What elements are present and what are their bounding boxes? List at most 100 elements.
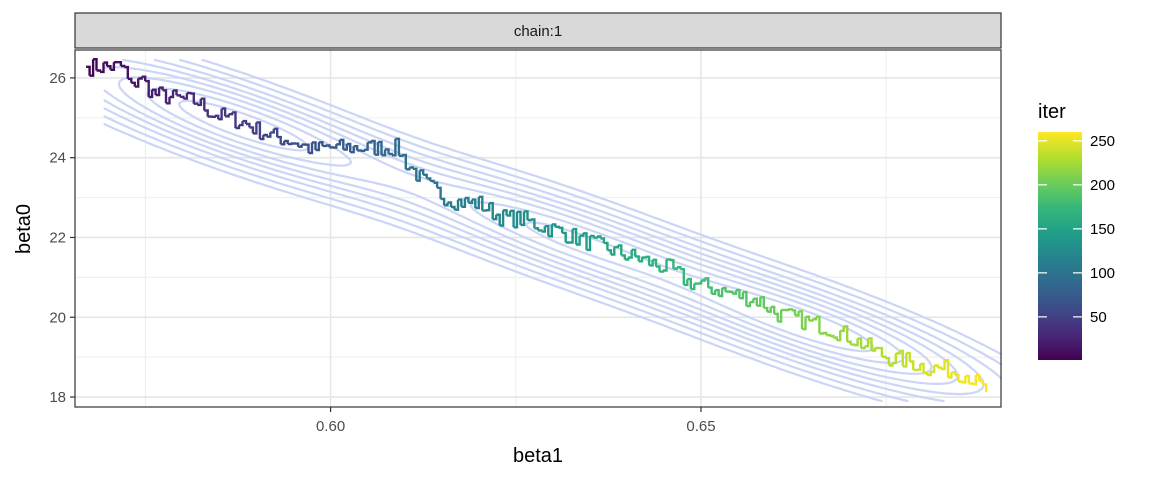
trace-step xyxy=(173,89,178,96)
trace-step xyxy=(739,292,745,300)
trace-step xyxy=(687,277,692,290)
trace-step xyxy=(506,210,512,217)
trace-step xyxy=(239,121,244,127)
trace-step xyxy=(544,225,550,237)
y-tick-label: 22 xyxy=(49,229,66,246)
trace-step xyxy=(826,334,831,337)
trace-step xyxy=(190,92,195,104)
trace-step xyxy=(273,127,279,138)
trace-step xyxy=(802,316,807,331)
trace-step xyxy=(840,326,845,332)
trace-step xyxy=(909,360,915,370)
trace-step xyxy=(440,197,446,206)
trace-step xyxy=(204,109,209,117)
density-contour-line xyxy=(103,58,1003,403)
trace-step xyxy=(774,312,779,322)
trace-step xyxy=(350,146,355,154)
trace-step xyxy=(683,279,689,287)
trace-step xyxy=(489,201,494,220)
colorbar-label: 200 xyxy=(1090,177,1115,194)
trace-step xyxy=(252,122,258,135)
trace-step xyxy=(162,89,168,104)
trace-step xyxy=(784,308,790,312)
trace-step xyxy=(600,237,606,243)
trace-step xyxy=(100,62,105,74)
trace-step xyxy=(183,93,189,100)
trace-step xyxy=(315,142,321,152)
trace-step xyxy=(385,148,390,154)
trace-step xyxy=(96,69,102,72)
trace-step xyxy=(968,382,974,385)
trace-step xyxy=(631,248,637,257)
trace-step xyxy=(652,258,658,267)
trace-step xyxy=(836,330,842,342)
y-tick-label: 18 xyxy=(49,389,66,406)
trace-step xyxy=(857,337,863,349)
trace-step xyxy=(586,236,592,252)
trace-step xyxy=(127,77,133,83)
trace-step xyxy=(656,265,661,272)
trace-step xyxy=(770,305,776,314)
trace-step xyxy=(593,236,599,239)
trace-step xyxy=(346,142,352,153)
trace-step xyxy=(277,135,282,145)
trace-step xyxy=(864,338,870,348)
trace-step xyxy=(475,196,480,210)
trace-step xyxy=(941,360,946,371)
trace-step xyxy=(447,201,453,207)
trace-step xyxy=(339,138,345,150)
trace-step xyxy=(145,79,150,97)
trace-step xyxy=(86,65,91,76)
trace-step xyxy=(718,288,724,298)
trace-step xyxy=(736,288,741,299)
y-tick-label: 24 xyxy=(49,150,66,167)
trace-step xyxy=(798,310,804,329)
trace-step xyxy=(558,226,564,233)
trace-step xyxy=(669,258,675,269)
trace-step xyxy=(537,229,543,232)
mcmc-trace xyxy=(86,58,988,393)
trace-step xyxy=(815,315,821,334)
trace-step xyxy=(517,210,522,225)
trace-step xyxy=(746,302,752,308)
trace-step xyxy=(961,376,967,384)
trace-step xyxy=(972,375,977,386)
trace-step xyxy=(120,64,126,68)
trace-step xyxy=(795,311,800,317)
trace-step xyxy=(808,319,814,322)
trace-step xyxy=(312,141,317,150)
x-axis-title: beta1 xyxy=(513,445,563,467)
trace-step xyxy=(166,97,171,105)
trace-step xyxy=(930,365,936,374)
trace-step xyxy=(464,196,470,203)
trace-step xyxy=(791,309,797,316)
trace-step xyxy=(756,297,762,307)
trace-step xyxy=(141,75,147,82)
trace-step xyxy=(503,209,508,216)
trace-step xyxy=(763,306,769,312)
trace-step xyxy=(742,290,748,307)
colorbar-label: 100 xyxy=(1090,265,1115,282)
trace-step xyxy=(169,90,175,99)
trace-step xyxy=(659,270,665,273)
trace-step xyxy=(416,170,421,182)
trace-step xyxy=(499,210,505,227)
facet-strip-label: chain:1 xyxy=(514,23,562,40)
trace-step xyxy=(378,140,383,156)
trace-step xyxy=(155,87,161,97)
trace-step xyxy=(569,229,574,244)
trace-step xyxy=(409,166,414,169)
trace-step xyxy=(645,255,651,266)
trace-step xyxy=(148,89,154,99)
trace-step xyxy=(124,65,129,79)
trace-step xyxy=(892,353,897,365)
trace-step xyxy=(211,115,216,118)
trace-step xyxy=(419,169,425,175)
trace-step xyxy=(638,257,644,263)
colorbar-legend: iter 50 100 150 200 250 xyxy=(1038,101,1115,360)
trace-step xyxy=(715,288,720,297)
trace-step xyxy=(513,211,519,229)
trace-step xyxy=(753,297,758,306)
trace-step xyxy=(920,362,925,374)
